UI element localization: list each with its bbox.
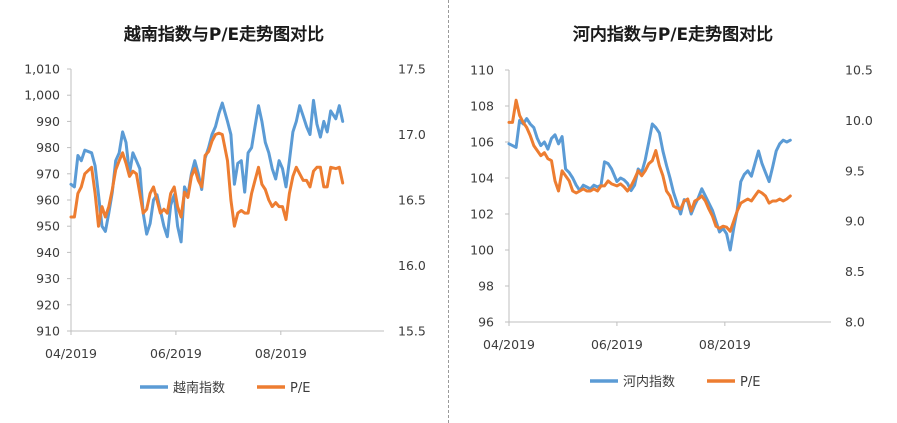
- y-left-tick-label: 950: [36, 219, 60, 234]
- vietnam-index-vs-pe-chart: 越南指数与P/E走势图对比 910 920 930 940 950 960 970 980 990…: [24, 24, 426, 396]
- index-series-line: [69, 98, 345, 244]
- y-left-tick-label: 100: [470, 243, 494, 258]
- pe-series-line: [507, 98, 792, 233]
- y-right-tick-label: 10.5: [845, 63, 873, 78]
- y-left-tick-label: 102: [470, 207, 494, 222]
- y-right-tick-label: 15.5: [398, 324, 426, 339]
- y-left-tick-label: 970: [36, 166, 60, 181]
- y-right-tick-label: 17.0: [398, 127, 426, 142]
- chart-title: 河内指数与P/E走势图对比: [573, 24, 773, 45]
- legend-label: P/E: [290, 381, 310, 396]
- y-left-tick-label: 1,010: [24, 62, 60, 77]
- x-tick-label: 06/2019: [591, 337, 643, 352]
- chart-title: 越南指数与P/E走势图对比: [123, 24, 324, 45]
- y-right-tick-label: 16.0: [398, 258, 426, 273]
- y-left-tick-label: 98: [478, 279, 494, 294]
- index-series-line: [507, 117, 792, 252]
- y-right-tick-label: 8.5: [845, 264, 865, 279]
- y-left-tick-label: 960: [36, 193, 60, 208]
- legend-label: 越南指数: [173, 380, 225, 396]
- x-tick-label: 08/2019: [255, 346, 307, 361]
- hanoi-index-vs-pe-chart: 河内指数与P/E走势图对比 96 98 100 102 104 106 108 110 8.0 8.…: [470, 24, 873, 390]
- y-left-tick-label: 96: [478, 315, 494, 330]
- y-left-tick-label: 108: [470, 99, 494, 114]
- y-left-tick-label: 910: [36, 324, 60, 339]
- pe-series-line: [69, 131, 345, 228]
- y-right-tick-label: 10.0: [845, 113, 873, 128]
- x-tick-label: 04/2019: [45, 346, 97, 361]
- y-left-tick-label: 940: [36, 245, 60, 260]
- y-right-tick-label: 17.5: [398, 62, 426, 77]
- y-left-tick-label: 990: [36, 114, 60, 129]
- legend-label: 河内指数: [623, 374, 675, 390]
- x-tick-label: 06/2019: [150, 346, 202, 361]
- y-right-tick-label: 16.5: [398, 193, 426, 208]
- y-left-tick-label: 106: [470, 135, 494, 150]
- y-left-tick-label: 920: [36, 297, 60, 312]
- y-left-tick-label: 104: [470, 171, 494, 186]
- y-left-tick-label: 980: [36, 140, 60, 155]
- y-right-tick-label: 9.5: [845, 163, 865, 178]
- x-tick-label: 08/2019: [699, 337, 751, 352]
- y-left-tick-label: 110: [470, 63, 494, 78]
- legend-label: P/E: [740, 375, 760, 390]
- y-left-tick-label: 930: [36, 271, 60, 286]
- panel-divider: [448, 0, 449, 423]
- y-left-tick-label: 1,000: [24, 88, 60, 103]
- y-right-tick-label: 9.0: [845, 214, 865, 229]
- y-right-tick-label: 8.0: [845, 315, 865, 330]
- x-tick-label: 04/2019: [483, 337, 535, 352]
